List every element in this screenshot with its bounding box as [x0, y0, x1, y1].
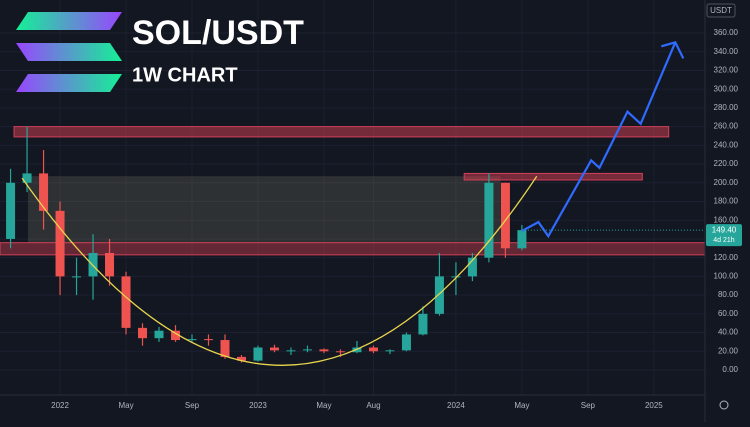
candle-body — [121, 276, 131, 328]
candle-body — [55, 210, 65, 277]
candle-body — [22, 173, 32, 183]
candle-body — [6, 182, 16, 239]
y-tick-label: 300.00 — [714, 84, 739, 93]
candle-body — [72, 276, 82, 278]
y-tick-label: 160.00 — [714, 215, 739, 224]
zone — [13, 126, 670, 138]
logo — [16, 12, 122, 92]
x-tick-label: May — [316, 401, 331, 410]
currency-box[interactable] — [706, 3, 736, 18]
y-tick-label: 240.00 — [714, 140, 739, 149]
candle-body — [484, 182, 494, 258]
candle-body — [500, 182, 510, 249]
candle-body — [401, 334, 411, 351]
subtitle: 1W CHART — [132, 64, 238, 86]
candle-body — [385, 350, 395, 352]
logo-bar — [16, 74, 122, 92]
cup-curve — [21, 175, 538, 366]
candle-body — [286, 350, 296, 352]
zone — [463, 172, 643, 181]
candle-body — [88, 252, 98, 277]
logo-bar — [16, 43, 122, 61]
x-tick-label: Sep — [185, 401, 200, 410]
y-tick-label: 40.00 — [718, 328, 739, 337]
candle-body — [187, 339, 197, 341]
y-tick-label: 320.00 — [714, 66, 739, 75]
y-tick-label: 340.00 — [714, 47, 739, 56]
plot-area — [0, 0, 706, 395]
y-tick-label: 120.00 — [714, 253, 739, 262]
candle-body — [418, 313, 428, 335]
logo-bar — [16, 12, 122, 30]
settings-icon[interactable] — [719, 400, 729, 410]
candle-body — [517, 230, 527, 249]
countdown: 4d 21h — [713, 237, 735, 244]
y-tick-label: 360.00 — [714, 28, 739, 37]
last-price-label: 149.40 — [712, 225, 737, 234]
x-tick-label: 2023 — [249, 401, 267, 410]
candle-body — [39, 173, 49, 211]
candle-body — [138, 327, 148, 339]
y-tick-label: 220.00 — [714, 159, 739, 168]
x-tick-label: 2024 — [447, 401, 465, 410]
y-tick-label: 180.00 — [714, 197, 739, 206]
candle-body — [368, 347, 378, 352]
y-tick-label: 260.00 — [714, 122, 739, 131]
candle-body — [451, 276, 461, 278]
candle-body — [467, 257, 477, 277]
candle-body — [171, 330, 181, 341]
projection-arrowhead — [661, 41, 685, 59]
y-tick-label: 200.00 — [714, 178, 739, 187]
x-tick-label: May — [118, 401, 133, 410]
candle-body — [105, 252, 115, 277]
title: SOL/USDT — [132, 14, 304, 52]
last-price-tag — [706, 224, 742, 247]
x-tick-label: 2022 — [51, 401, 69, 410]
x-tick-label: Sep — [581, 401, 596, 410]
x-tick-label: Aug — [366, 401, 380, 410]
y-tick-label: 280.00 — [714, 103, 739, 112]
candle-body — [434, 276, 444, 314]
candle-body — [203, 339, 213, 341]
candle-body — [269, 347, 279, 351]
x-tick-label: May — [514, 401, 529, 410]
y-tick-label: 100.00 — [714, 271, 739, 280]
candle-body — [236, 356, 246, 361]
candle-body — [253, 347, 263, 361]
y-tick-label: 60.00 — [718, 309, 739, 318]
candle-body — [154, 330, 164, 339]
y-tick-label: 80.00 — [718, 290, 739, 299]
candle-body — [220, 340, 230, 357]
currency[interactable]: USDT — [710, 6, 732, 15]
candle-body — [302, 349, 312, 351]
projection-line — [521, 41, 677, 239]
x-tick-label: 2025 — [645, 401, 663, 410]
zone — [28, 176, 501, 243]
candle-body — [319, 349, 329, 352]
y-tick-label: 0.00 — [722, 365, 738, 374]
y-tick-label: 20.00 — [718, 346, 739, 355]
candle-body — [335, 351, 345, 353]
